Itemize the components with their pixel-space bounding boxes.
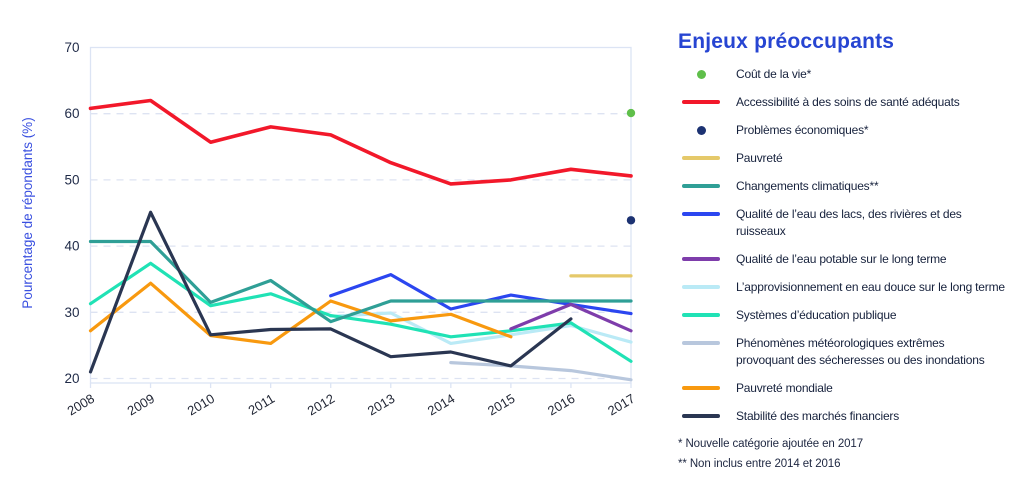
legend-item-accessibilite-soins-sante: Accessibilité à des soins de santé adéqu… [678, 94, 1020, 111]
legend-item-qualite-eau-potable: Qualité de l’eau potable sur le long ter… [678, 251, 1020, 268]
legend-line-swatch [678, 100, 724, 104]
legend-dot-swatch [678, 70, 724, 79]
series-dot-cout-de-la-vie [626, 108, 636, 118]
x-tick-label: 2012 [305, 391, 338, 419]
legend-item-label: Qualité de l’eau des lacs, des rivières … [736, 207, 962, 238]
y-tick-label: 20 [64, 371, 79, 386]
footnotes: * Nouvelle catégorie ajoutée en 2017 ** … [678, 438, 863, 478]
series-line-accessibilite-soins-sante [88, 98, 633, 186]
legend-item-label: Changements climatiques** [736, 179, 879, 193]
footnote-not-included: ** Non inclus entre 2014 et 2016 [678, 458, 841, 470]
legend-item-label: Pauvreté [736, 151, 783, 165]
legend-item-label: Coût de la vie* [736, 67, 812, 81]
legend-item-problemes-economiques: Problèmes économiques* [678, 122, 1020, 139]
legend: Coût de la vie* Accessibilité à des soins… [678, 66, 1020, 436]
y-tick-label: 40 [64, 239, 79, 254]
series-line-stabilite-marches-financiers [88, 210, 573, 374]
legend-item-approvisionnement-eau-douce: L’approvisionnement en eau douce sur le … [678, 279, 1020, 296]
legend-line-swatch [678, 414, 724, 418]
x-tick-label: 2009 [125, 391, 158, 419]
legend-line-swatch [678, 212, 724, 216]
series-dot-problemes-economiques [626, 216, 636, 225]
series-line-phenomenes-meteorologiques [449, 361, 633, 382]
series-line-qualite-eau-potable [509, 302, 633, 333]
legend-item-label: L’approvisionnement en eau douce sur le … [736, 280, 1005, 294]
y-tick-label: 50 [64, 172, 79, 187]
legend-item-label: Phénomènes météorologiques extrêmes prov… [736, 336, 985, 367]
legend-item-label: Stabilité des marchés financiers [736, 409, 900, 423]
legend-title: Enjeux préoccupants [678, 30, 895, 53]
plot-frame [89, 46, 632, 384]
x-tick-label: 2008 [65, 391, 98, 419]
legend-item-stabilite-marches-financiers: Stabilité des marchés financiers [678, 408, 1020, 425]
footnote-new-category: * Nouvelle catégorie ajoutée en 2017 [678, 438, 864, 450]
legend-item-cout-de-la-vie: Coût de la vie* [678, 66, 1020, 83]
legend-item-label: Pauvreté mondiale [736, 381, 833, 395]
legend-item-phenomenes-meteorologiques: Phénomènes météorologiques extrêmes prov… [678, 335, 1020, 369]
x-tick-label: 2017 [605, 391, 638, 419]
x-tick-label: 2013 [365, 391, 398, 419]
legend-item-systemes-education: Systèmes d’éducation publique [678, 307, 1020, 324]
legend-dot-swatch [678, 126, 724, 135]
legend-item-qualite-eau-lacs: Qualité de l’eau des lacs, des rivières … [678, 206, 1020, 240]
legend-line-swatch [678, 386, 724, 390]
legend-item-changements-climatiques: Changements climatiques** [678, 178, 1020, 195]
legend-line-swatch [678, 341, 724, 345]
chart-canvas: 2008 2009 2010 2011 2012 2013 2014 2015 2016 2017… [20, 40, 638, 419]
legend-line-swatch [678, 285, 724, 289]
legend-item-label: Problèmes économiques* [736, 123, 869, 137]
y-tick-label: 60 [64, 106, 79, 121]
legend-item-label: Systèmes d’éducation publique [736, 308, 897, 322]
legend-line-swatch [678, 184, 724, 188]
legend-item-pauvrete-mondiale: Pauvreté mondiale [678, 380, 1020, 397]
series-line-changements-climatiques [88, 239, 633, 324]
x-tick-label: 2010 [185, 391, 218, 419]
legend-item-pauvrete: Pauvreté [678, 150, 1020, 167]
x-tick-label: 2016 [545, 391, 578, 419]
x-tick-label: 2015 [485, 391, 518, 419]
legend-item-label: Accessibilité à des soins de santé adéqu… [736, 95, 960, 109]
x-tick-label: 2011 [246, 391, 278, 418]
y-tick-label: 30 [64, 305, 79, 320]
y-axis-title: Pourcentage de répondants (%) [20, 117, 35, 308]
series-line-systemes-education [88, 261, 633, 363]
legend-line-swatch [678, 313, 724, 317]
legend-line-swatch [678, 156, 724, 160]
x-tick-label: 2014 [425, 391, 458, 419]
concerns-line-chart: 2008 2009 2010 2011 2012 2013 2014 2015 2016 2017… [20, 40, 638, 419]
legend-line-swatch [678, 257, 724, 261]
legend-item-label: Qualité de l’eau potable sur le long ter… [736, 252, 947, 266]
y-tick-label: 70 [64, 40, 79, 55]
series-line-pauvrete-mondiale [88, 281, 513, 345]
